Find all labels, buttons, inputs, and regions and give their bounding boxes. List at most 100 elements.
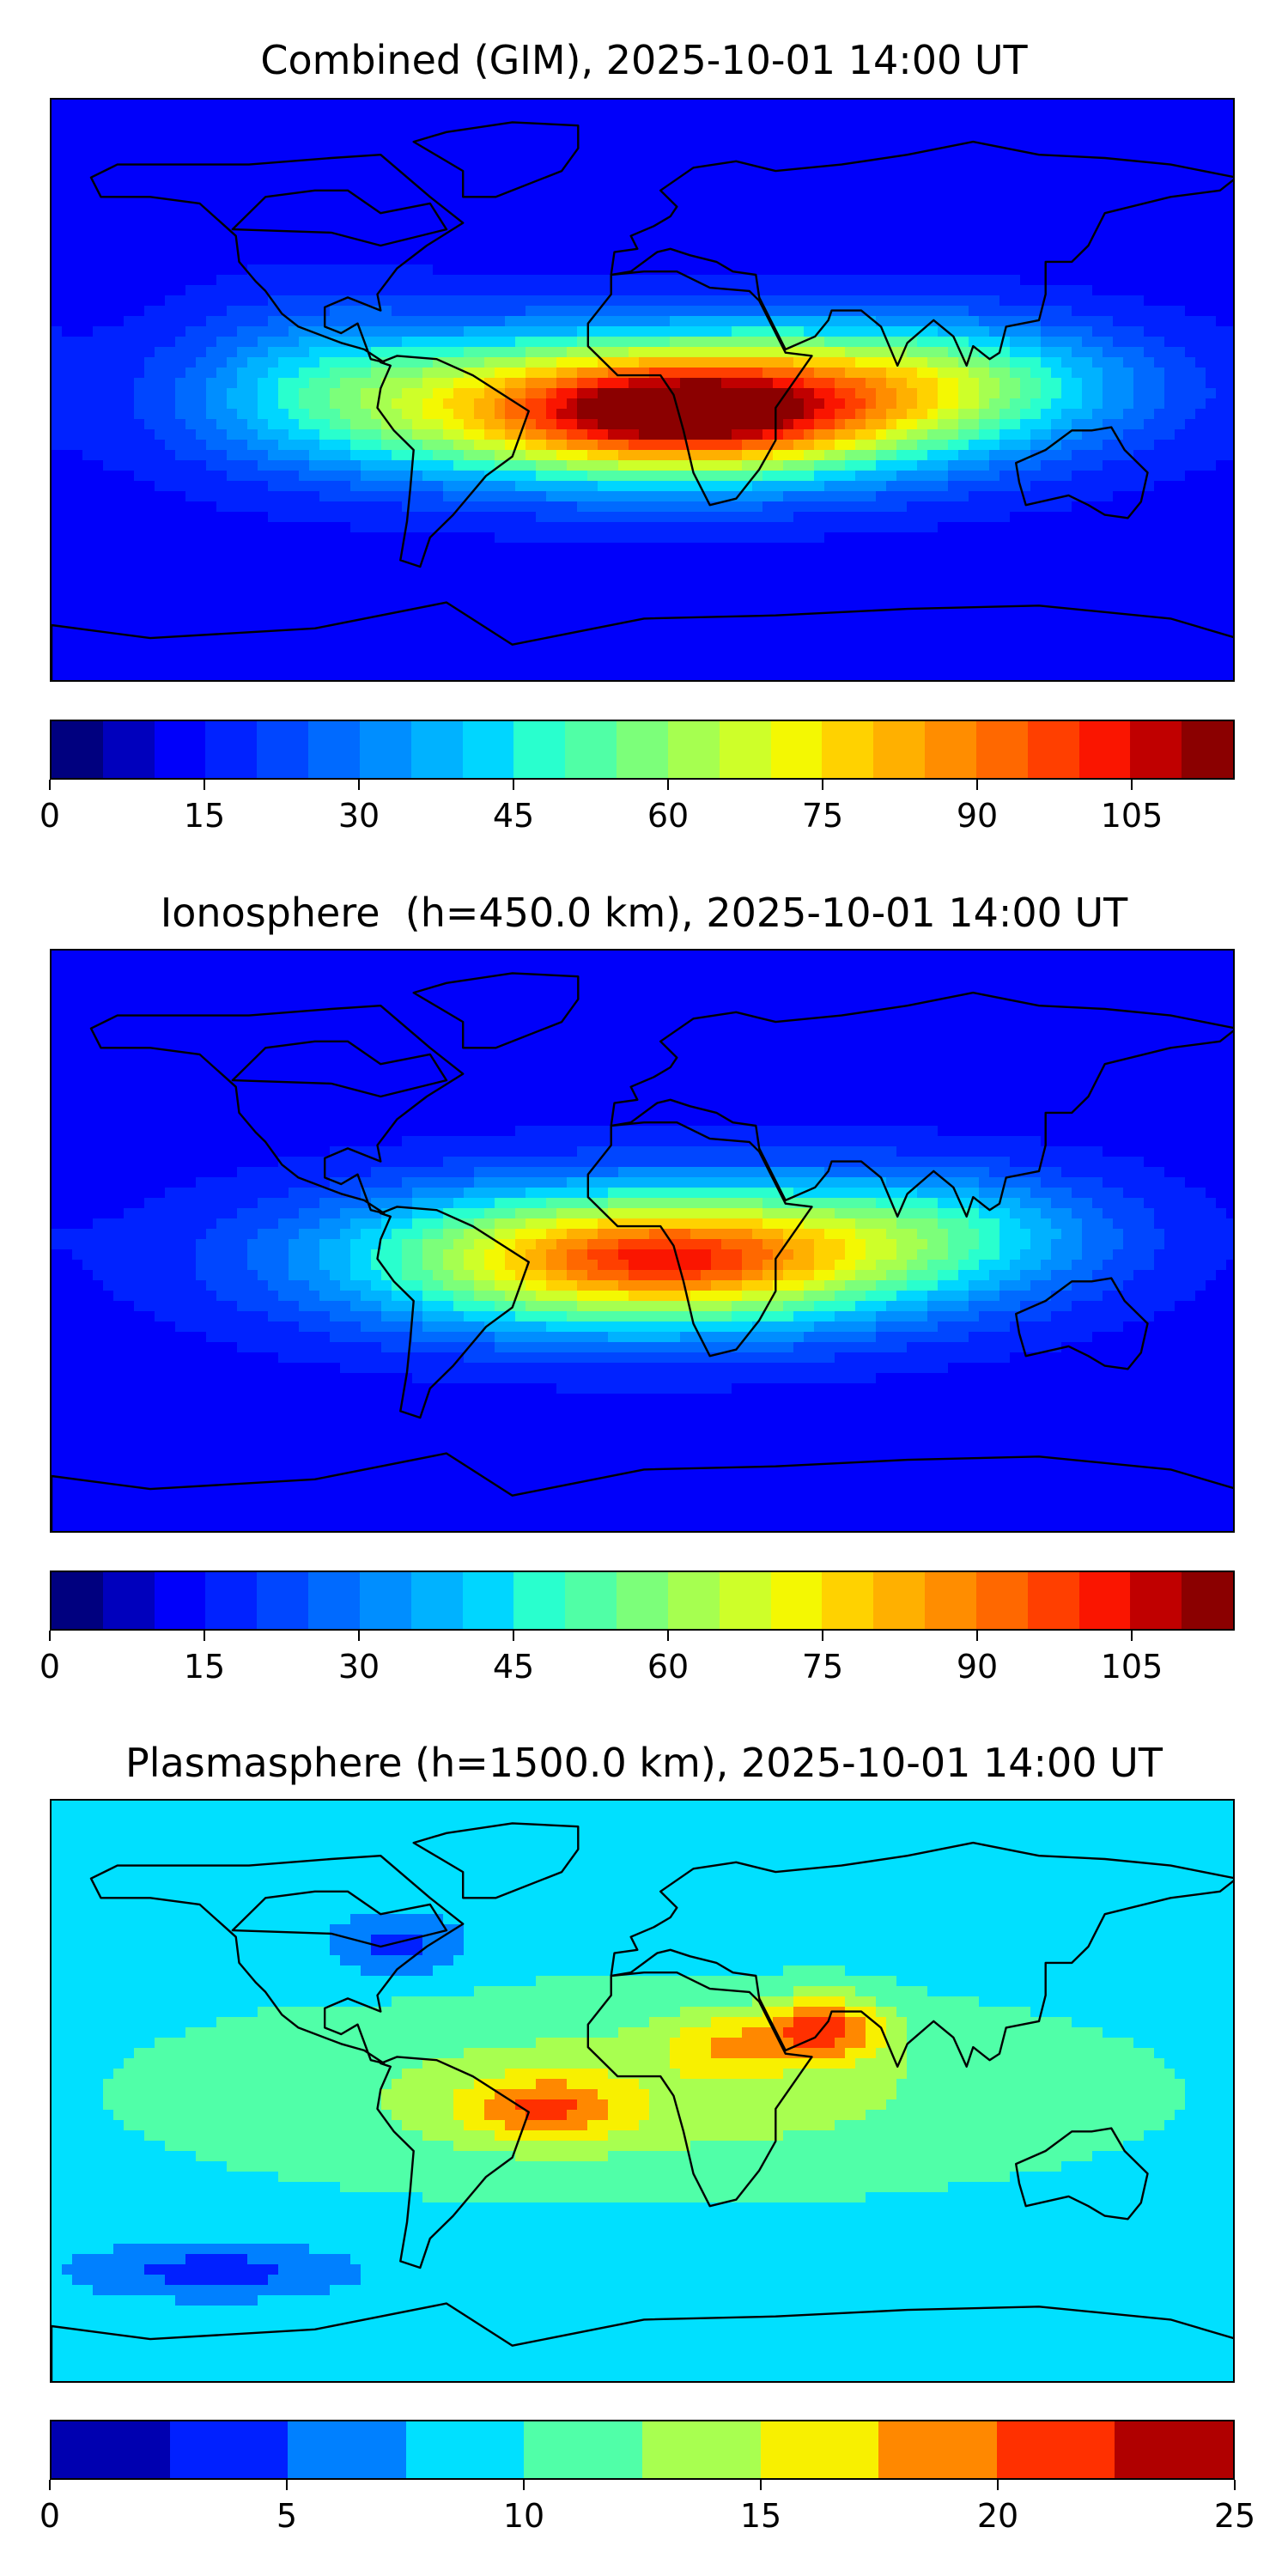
coastline <box>89 154 465 364</box>
colorbar-tick <box>523 2480 525 2490</box>
colorbar-segment <box>154 721 206 778</box>
colorbar-segment <box>169 2421 289 2478</box>
colorbar-tick <box>760 2480 762 2490</box>
coastline <box>412 972 580 1049</box>
colorbar-tick-label: 25 <box>1213 2497 1256 2535</box>
colorbar-segment <box>288 2421 406 2478</box>
colorbar-segment <box>1182 721 1234 778</box>
colorbar-tick <box>358 780 360 790</box>
colorbar-segment <box>205 721 258 778</box>
colorbar-tick <box>513 780 514 790</box>
colorbar-segment <box>257 721 309 778</box>
coastline <box>89 1855 465 2065</box>
panel-title: Ionosphere (h=450.0 km), 2025-10-01 14:0… <box>160 890 1128 936</box>
colorbar-segment <box>410 721 463 778</box>
colorbar-tick <box>49 2480 51 2490</box>
colorbar-tick-label: 60 <box>647 1648 690 1686</box>
coastline <box>610 140 1233 367</box>
colorbar-tick <box>997 2480 999 2490</box>
colorbar-segment <box>565 1572 617 1629</box>
colorbar-segment <box>52 721 103 778</box>
colorbar-segment <box>1115 2421 1233 2478</box>
coastline <box>610 1841 1233 2068</box>
colorbar-segment <box>1130 1572 1182 1629</box>
colorbar-tick <box>513 1631 514 1641</box>
coastline <box>1015 1277 1149 1370</box>
colorbar-segment <box>667 1572 720 1629</box>
colorbar-tick <box>49 1631 51 1641</box>
colorbar-ticks: 0 15 30 45 60 75 90 105 <box>39 1631 1235 1686</box>
colorbar-tick <box>204 780 205 790</box>
coastline <box>412 1822 580 1899</box>
colorbar-tick-label: 20 <box>976 2497 1019 2535</box>
contour-map <box>52 100 1233 680</box>
colorbar-tick <box>667 780 669 790</box>
colorbar-tick <box>667 1631 669 1641</box>
coastline <box>231 1890 448 1948</box>
colorbar <box>50 1571 1235 1631</box>
panel-title: Plasmasphere (h=1500.0 km), 2025-10-01 1… <box>125 1740 1163 1786</box>
colorbar-tick <box>1131 1631 1133 1641</box>
colorbar-segment <box>822 1572 874 1629</box>
coastline <box>610 991 1233 1218</box>
coastlines <box>52 972 1233 1531</box>
colorbar-tick-label: 0 <box>39 1648 61 1686</box>
colorbar-segment <box>1182 1572 1234 1629</box>
colorbar-segment <box>975 1572 1028 1629</box>
coastline <box>1015 426 1149 519</box>
colorbar-tick-label: 90 <box>956 797 999 835</box>
colorbar-segment <box>719 1572 771 1629</box>
colorbar-tick-label: 15 <box>739 2497 782 2535</box>
contour-fill <box>52 1801 1233 2381</box>
colorbar-tick <box>1234 2480 1236 2490</box>
coastline <box>89 1005 465 1215</box>
colorbar-segment <box>308 1572 360 1629</box>
colorbar-segment <box>359 1572 411 1629</box>
colorbar <box>50 2420 1235 2480</box>
colorbar-segment <box>410 1572 463 1629</box>
colorbar-tick-label: 60 <box>647 797 690 835</box>
coastline <box>586 1121 813 1358</box>
coastline <box>376 2056 530 2269</box>
colorbar-tick <box>49 780 51 790</box>
coastline <box>52 601 1233 680</box>
colorbar-tick-label: 90 <box>956 1648 999 1686</box>
contour-map <box>52 1801 1233 2381</box>
colorbar-segment <box>513 721 566 778</box>
coastlines <box>52 1822 1233 2381</box>
map-plasmasphere <box>50 1799 1235 2383</box>
colorbar-tick <box>822 780 823 790</box>
colorbar-tick <box>976 1631 978 1641</box>
colorbar-tick-label: 75 <box>801 797 844 835</box>
map-ionosphere <box>50 949 1235 1533</box>
colorbar-tick <box>286 2480 288 2490</box>
coastline <box>52 2302 1233 2381</box>
coastline <box>376 1206 530 1419</box>
colorbar-segment <box>873 721 926 778</box>
colorbar-segment <box>52 1572 103 1629</box>
colorbar-segment <box>52 2421 170 2478</box>
colorbar-tick <box>976 780 978 790</box>
colorbar-tick-label: 30 <box>337 797 380 835</box>
colorbar-segment <box>760 2421 879 2478</box>
colorbar-segment <box>1078 721 1131 778</box>
colorbar-segment <box>1027 721 1079 778</box>
coastline <box>231 1040 448 1098</box>
colorbar <box>50 720 1235 780</box>
coastline <box>412 121 580 198</box>
colorbar-tick-label: 45 <box>492 1648 535 1686</box>
coastline <box>586 270 813 507</box>
colorbar-tick-label: 45 <box>492 797 535 835</box>
colorbar-segment <box>822 721 874 778</box>
colorbar-tick <box>204 1631 205 1641</box>
colorbar-segment <box>719 721 771 778</box>
colorbar-segment <box>102 721 155 778</box>
colorbar-tick <box>358 1631 360 1641</box>
colorbar-tick <box>822 1631 823 1641</box>
colorbar-segment <box>641 2421 761 2478</box>
colorbar-segment <box>873 1572 926 1629</box>
colorbar-segment <box>770 1572 823 1629</box>
coastline <box>52 1452 1233 1531</box>
colorbar-segment <box>1130 721 1182 778</box>
colorbar-tick-label: 0 <box>39 2497 61 2535</box>
